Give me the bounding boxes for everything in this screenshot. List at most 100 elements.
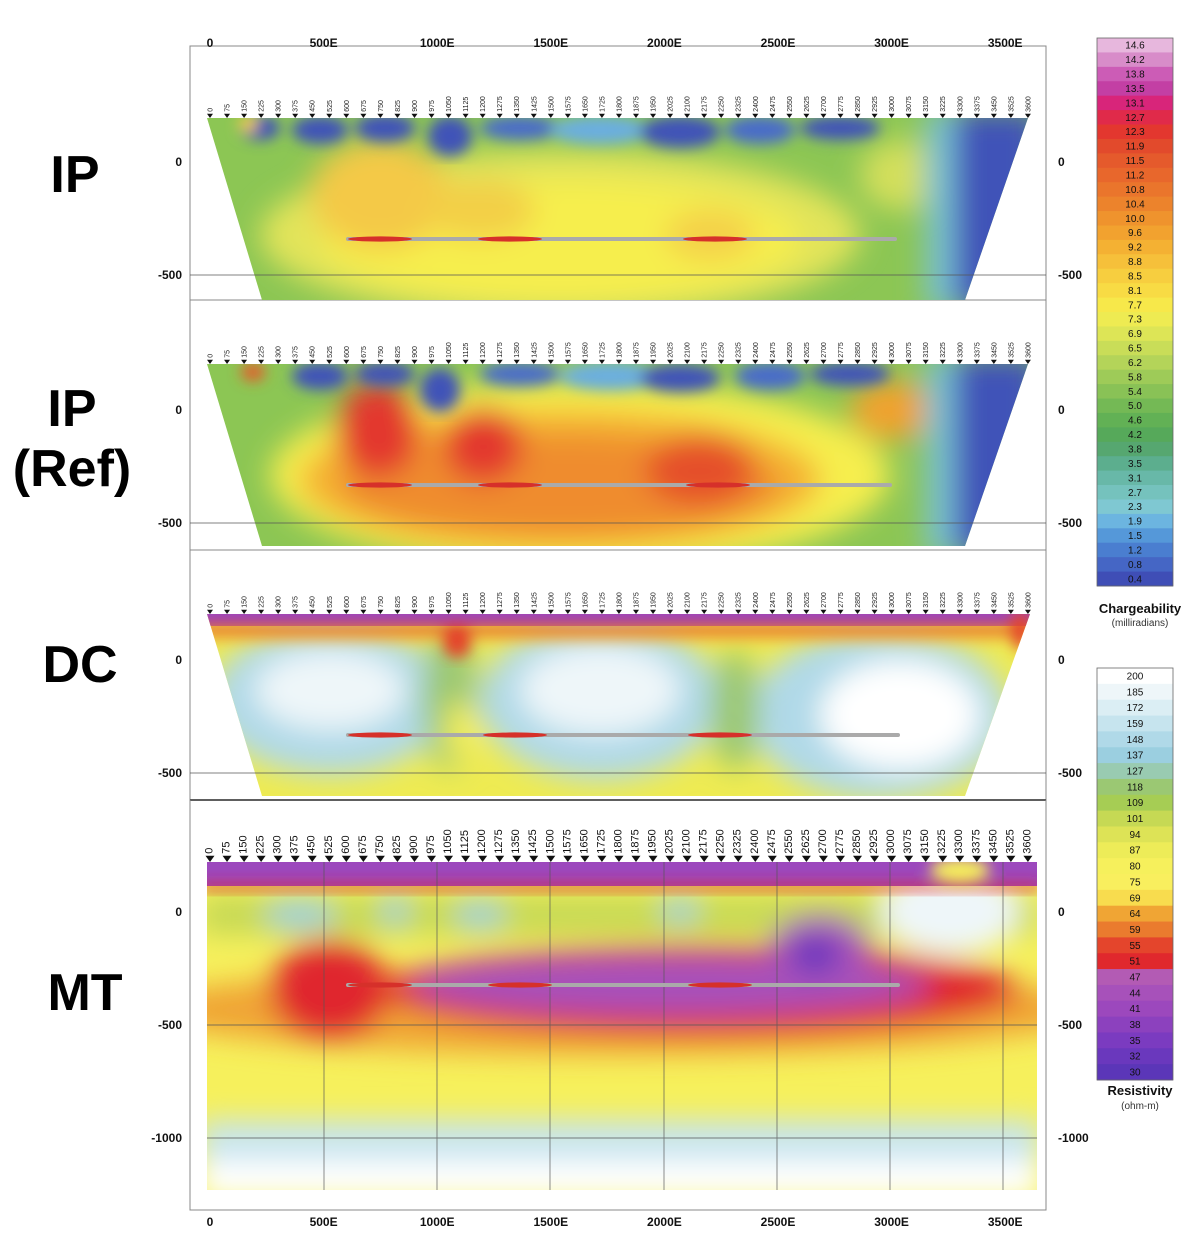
station-marker (513, 609, 520, 614)
x-tick-label-bottom: 3500E (988, 1215, 1023, 1229)
station-marker (462, 113, 469, 118)
station-label: 3075 (906, 592, 913, 608)
x-tick-label-bottom: 0 (207, 1215, 214, 1229)
station-marker (615, 359, 622, 364)
drill-hole-ip (346, 236, 897, 242)
station-label: 3375 (974, 592, 981, 608)
station-label: 2850 (855, 342, 862, 358)
station-marker (990, 609, 997, 614)
station-label: 2400 (749, 829, 761, 853)
station-label: 1350 (514, 342, 521, 358)
station-label: 675 (361, 100, 368, 112)
station-marker (324, 855, 334, 862)
station-label: 1125 (463, 343, 470, 358)
x-tick-label-bottom: 500E (310, 1215, 338, 1229)
station-marker (564, 113, 571, 118)
colorbar-tick-label: 6.5 (1128, 344, 1142, 355)
colorbar-tick-label: 4.6 (1128, 416, 1142, 427)
colorbar-swatch (1097, 1000, 1173, 1018)
station-label: 1350 (514, 592, 521, 608)
colorbar-tick-label: 12.3 (1125, 127, 1145, 138)
station-marker (718, 609, 725, 614)
station-label: 3150 (923, 592, 930, 608)
station-label: 3525 (1008, 342, 1015, 358)
station-label: 150 (242, 100, 249, 112)
colorbar-frame (1096, 37, 1174, 587)
station-marker (512, 855, 522, 862)
station-label: 75 (225, 600, 232, 608)
station-label: 675 (361, 346, 368, 358)
station-marker (871, 609, 878, 614)
station-marker (922, 359, 929, 364)
drill-hole-ip-ref (346, 482, 892, 488)
colorbar-swatch (1097, 542, 1173, 558)
station-label: 1950 (651, 96, 658, 112)
station-label: 525 (327, 100, 334, 112)
station-label: 3450 (991, 342, 998, 358)
station-marker (905, 609, 912, 614)
colorbar-tick-label: 11.9 (1126, 142, 1145, 153)
station-label: 2850 (855, 592, 862, 608)
station-marker (871, 359, 878, 364)
station-label: 1350 (514, 96, 521, 112)
colorbar-chargeability-units: (milliradians) (1112, 618, 1169, 629)
station-marker (597, 855, 607, 862)
station-label: 2550 (787, 592, 794, 608)
station-marker (1024, 359, 1031, 364)
station-label: 3150 (923, 96, 930, 112)
station-label: 2100 (685, 592, 692, 608)
station-label: 1425 (531, 342, 538, 358)
station-label: 2700 (821, 342, 828, 358)
station-label: 2175 (702, 342, 709, 358)
station-marker (580, 855, 590, 862)
station-marker (478, 855, 488, 862)
station-label: 450 (310, 346, 317, 358)
station-label: 3450 (991, 96, 998, 112)
colorbar-tick-label: 3.1 (1128, 473, 1142, 484)
station-marker (818, 855, 828, 862)
colorbar-swatch (1097, 182, 1173, 198)
station-label: 2625 (804, 96, 811, 112)
station-marker (207, 609, 213, 614)
station-marker (428, 359, 435, 364)
station-label: 2700 (821, 592, 828, 608)
station-label: 3000 (889, 592, 896, 608)
colorbar-tick-label: 185 (1127, 687, 1144, 698)
station-label: 2250 (719, 342, 726, 358)
station-label: 225 (259, 596, 266, 608)
station-marker (972, 855, 982, 862)
colorbar-tick-label: 44 (1129, 988, 1141, 999)
station-marker (648, 855, 658, 862)
station-marker (563, 855, 573, 862)
station-marker (735, 609, 742, 614)
station-label: 825 (395, 346, 402, 358)
station-marker (665, 855, 675, 862)
station-label: 1200 (480, 342, 487, 358)
station-marker (888, 359, 895, 364)
colorbar-tick-label: 94 (1129, 830, 1141, 841)
station-label: 2475 (766, 829, 778, 853)
colorbar-swatch (1097, 668, 1173, 685)
station-marker (445, 113, 452, 118)
station-label: 2025 (668, 342, 675, 358)
colorbar-swatch (1097, 297, 1173, 313)
station-label: 3525 (1008, 96, 1015, 112)
station-marker (241, 609, 248, 614)
station-marker (973, 113, 980, 118)
colorbar-swatch (1097, 153, 1173, 169)
station-marker (854, 609, 861, 614)
station-marker (394, 609, 401, 614)
station-marker (375, 855, 385, 862)
panel-label-mt: MT (47, 964, 122, 1022)
colorbar-tick-label: 8.1 (1128, 286, 1142, 297)
station-marker (377, 359, 384, 364)
station-marker (290, 855, 300, 862)
y-tick-label-right: -500 (1058, 1018, 1082, 1032)
y-tick-label-left: 0 (175, 155, 182, 169)
station-marker (939, 359, 946, 364)
y-tick-label-left: -500 (158, 1018, 182, 1032)
colorbar-tick-label: 109 (1127, 798, 1144, 809)
colorbar-swatch (1097, 95, 1173, 111)
y-tick-label-right: -1000 (1058, 1131, 1089, 1145)
colorbar-tick-label: 8.8 (1128, 257, 1142, 268)
